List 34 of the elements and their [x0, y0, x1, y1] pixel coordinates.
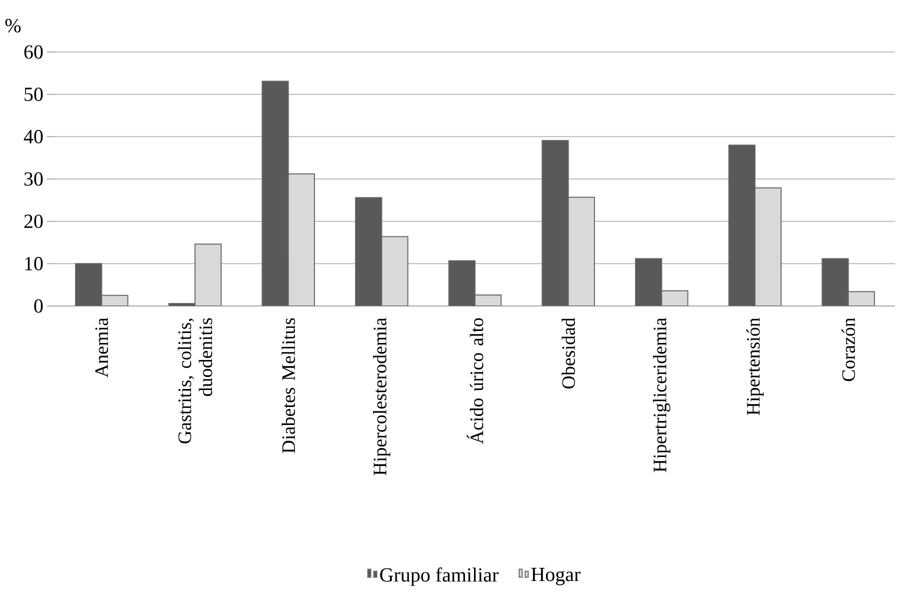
y-tick-label: 30 — [24, 172, 43, 186]
bar — [448, 260, 476, 306]
bar — [568, 196, 595, 306]
legend-label: Grupo familiar — [380, 567, 499, 586]
x-tick-label: Hipertrigliceridemia — [653, 318, 670, 472]
legend-label: Hogar — [531, 568, 580, 586]
y-tick-label: 60 — [24, 45, 43, 59]
y-tick-label: 20 — [24, 214, 43, 228]
x-tick-label: Anemia — [95, 318, 108, 378]
x-tick-label: Ácido úrico alto — [466, 318, 484, 444]
x-tick-label: Hipercolesterodemia — [373, 318, 390, 476]
x-tick-label: Hipertensión — [746, 318, 764, 416]
bar — [754, 187, 782, 306]
bar — [194, 244, 222, 306]
bar — [542, 140, 569, 306]
bar — [635, 258, 662, 306]
bar — [75, 263, 102, 306]
y-tick-label: 0 — [34, 299, 43, 313]
bar — [381, 236, 408, 306]
bar — [661, 290, 688, 306]
bar — [288, 173, 315, 306]
bar — [355, 197, 382, 306]
bar — [728, 144, 756, 306]
bar — [822, 258, 849, 306]
x-tick-label: Corazón — [842, 318, 856, 382]
y-axis-title: % — [5, 18, 21, 32]
x-tick-label: Diabetes Mellitus — [282, 318, 296, 454]
bar — [262, 80, 289, 306]
x-tick-label: Obesidad — [562, 318, 576, 388]
x-tick-label: Gastritis, colitis, duodenitis — [178, 318, 212, 444]
y-tick-label: 10 — [25, 256, 43, 270]
y-tick-label: 50 — [24, 88, 43, 102]
y-tick-label: 40 — [24, 130, 43, 144]
bar — [848, 291, 875, 306]
